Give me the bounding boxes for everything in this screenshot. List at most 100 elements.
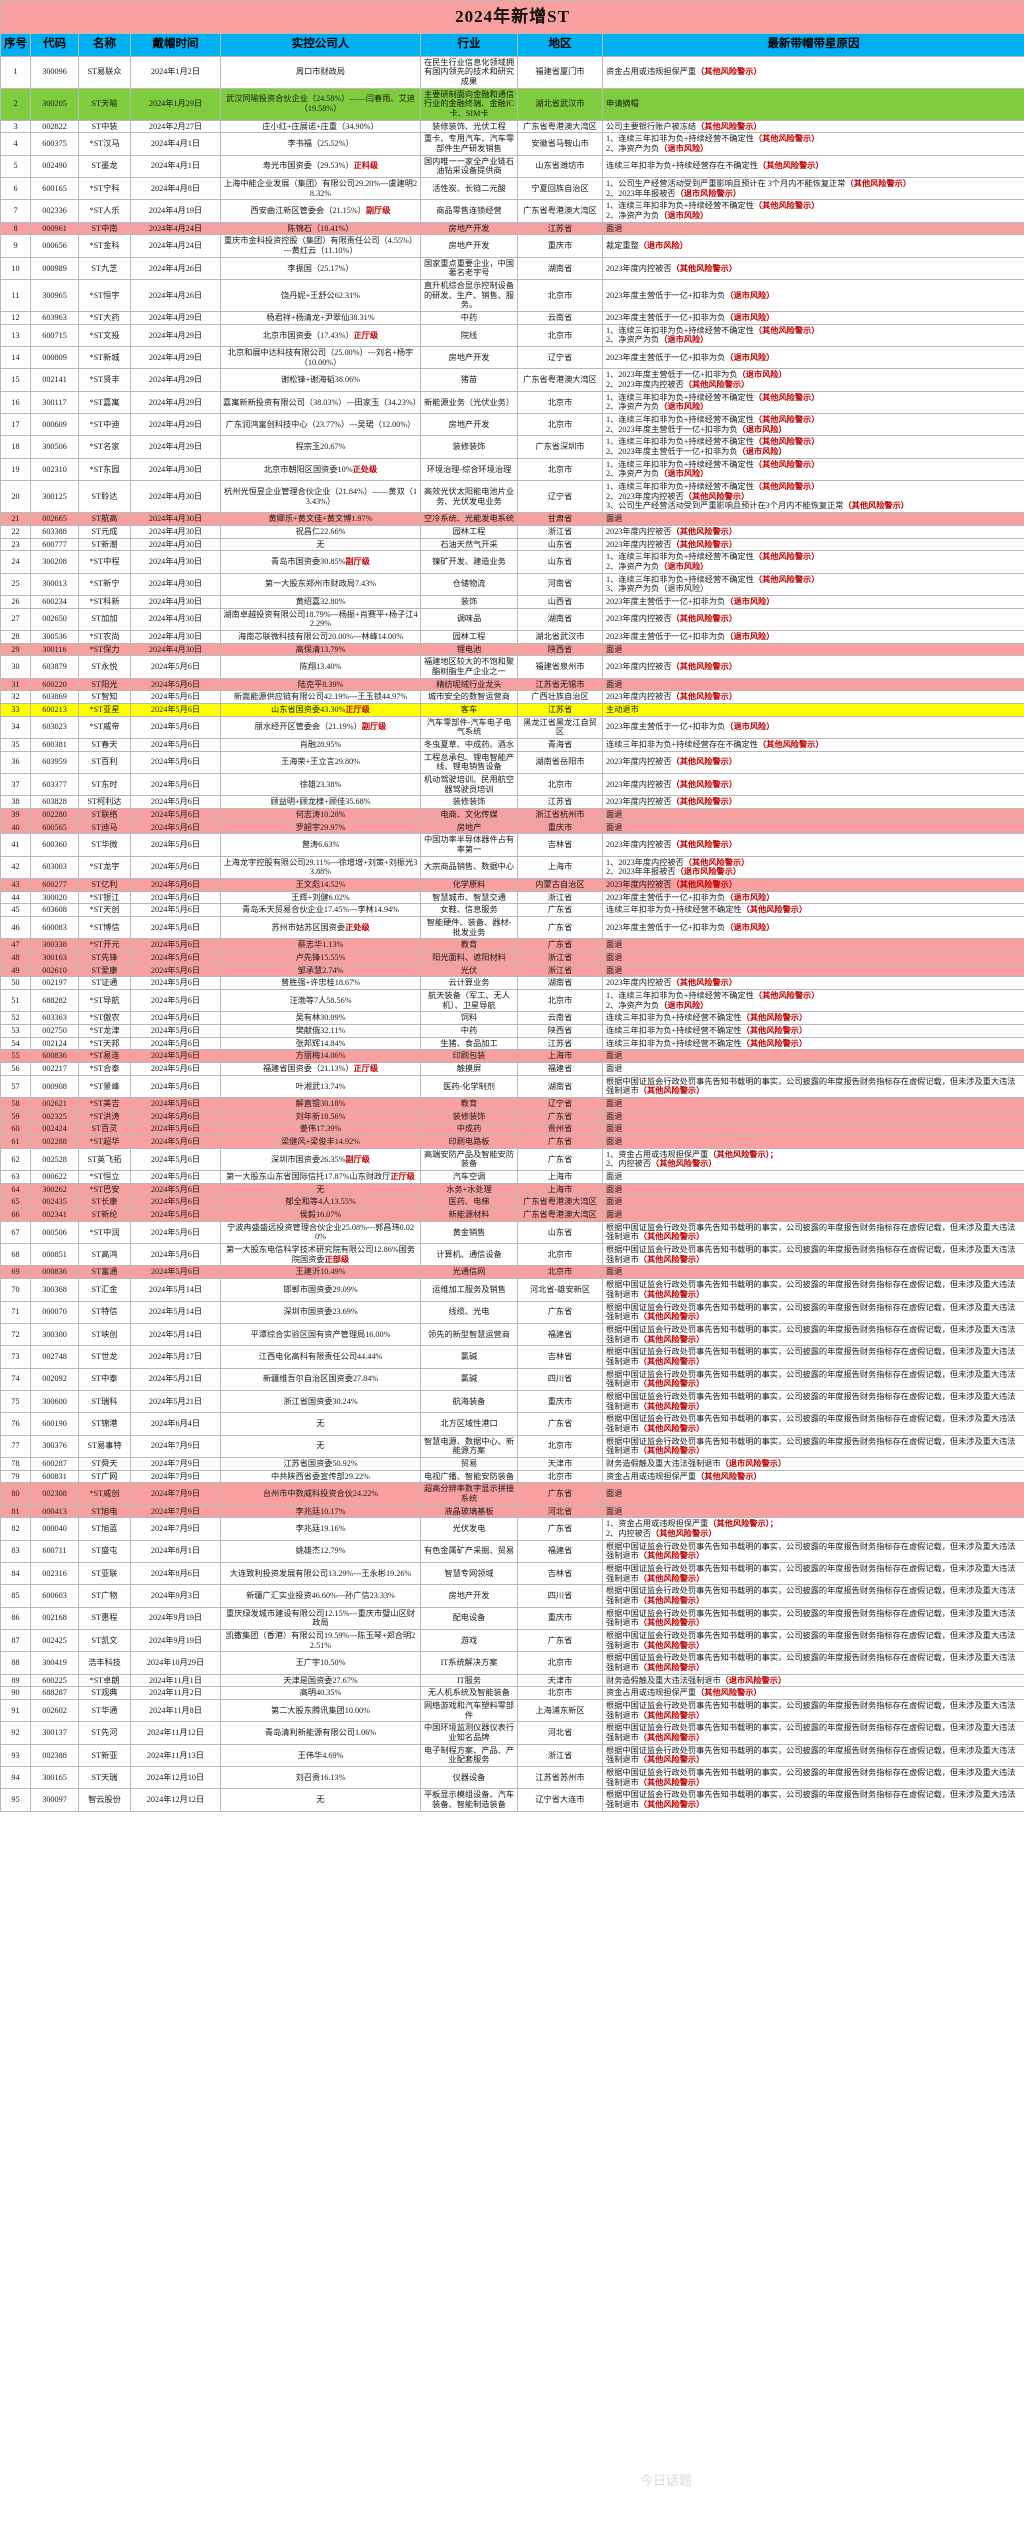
cell-date: 2024年9月19日 bbox=[130, 1628, 221, 1653]
cell-industry: 大宗商品销售、数据中心 bbox=[420, 855, 518, 879]
cell-no: 49 bbox=[0, 963, 31, 978]
cell-controller: 北京市朝阳区国资委10%正处级 bbox=[220, 457, 421, 482]
cell-controller: 曾涛6.63% bbox=[220, 833, 421, 857]
cell-date: 2024年9月3日 bbox=[130, 1584, 221, 1608]
cell-code: 002341 bbox=[30, 1208, 79, 1222]
cell-industry: 房地产开发 bbox=[420, 221, 518, 236]
table-row: 37 603377 ST东时 2024年5月6日 徐雄23.38% 机动驾驶培训、民用航空… bbox=[0, 772, 1024, 797]
cell-controller: 江西电化高科有限责任公司44.44% bbox=[220, 1345, 421, 1369]
cell-region: 湖南省 bbox=[517, 976, 603, 991]
table-row: 44 300020 *ST银江 2024年5月6日 王辉+刘健6.02% 智慧城市、智慧交… bbox=[0, 890, 1024, 905]
cell-no: 75 bbox=[0, 1389, 31, 1414]
cell-industry: 氯碱 bbox=[420, 1345, 518, 1369]
col-header-controller: 实控公司人 bbox=[220, 33, 421, 57]
cell-name: ST迪马 bbox=[78, 820, 131, 835]
cell-region: 福建省 bbox=[517, 1062, 603, 1076]
cell-industry: 航海装备 bbox=[420, 1389, 518, 1414]
cell-date: 2024年4月30日 bbox=[130, 537, 221, 552]
cell-date: 2024年11月1日 bbox=[130, 1673, 221, 1688]
cell-no: 82 bbox=[0, 1517, 31, 1541]
cell-date: 2024年12月10日 bbox=[130, 1766, 221, 1790]
cell-date: 2024年5月6日 bbox=[130, 976, 221, 991]
cell-controller: 新疆广汇实业投资46.60%---孙广信23.33% bbox=[220, 1584, 421, 1608]
cell-region: 福建省厦门市 bbox=[517, 55, 603, 89]
table-row: 20 300125 ST聆达 2024年4月30日 杭州光恒昱企业管理合伙企业（21.8… bbox=[0, 480, 1024, 514]
cell-reason: 根据中国证监会行政处罚事先告知书载明的事实，公司披露的年度报告财务指标存在虚假记… bbox=[601, 1345, 1024, 1369]
cell-name: ST新纶 bbox=[78, 1208, 131, 1222]
cell-reason: 根据中国证监会行政处罚事先告知书载明的事实，公司披露的年度报告财务指标存在虚假记… bbox=[601, 1766, 1024, 1790]
cell-date: 2024年5月6日 bbox=[130, 963, 221, 978]
cell-name: ST新潮 bbox=[78, 537, 131, 552]
cell-reason: 2023年度内控被否（其他风险警示） bbox=[601, 655, 1024, 679]
cell-date: 2024年5月6日 bbox=[130, 702, 221, 717]
cell-name: *ST人乐 bbox=[78, 199, 131, 223]
cell-industry: 国内唯一一家全产业链石油钻采设备提供商 bbox=[420, 154, 518, 179]
cell-region: 广东省 bbox=[517, 1147, 603, 1172]
cell-region: 广东省粤港澳大湾区 bbox=[517, 199, 603, 223]
cell-code: 000656 bbox=[30, 234, 79, 258]
cell-reason: 裁定重整（退市风险） bbox=[601, 234, 1024, 258]
cell-industry: 直升机综合显示控制设备的研发、生产、销售、服务。 bbox=[420, 279, 518, 313]
table-row: 95 300097 智云股份 2024年12月12日无平板显示模组设备、汽车装备、智能… bbox=[0, 1788, 1024, 1812]
cell-no: 57 bbox=[0, 1074, 31, 1099]
cell-no: 23 bbox=[0, 537, 31, 552]
cell-reason: 连续三年扣非为负+持续经营存在不确定性（其他风险警示） bbox=[601, 154, 1024, 179]
cell-reason: 面退 bbox=[601, 951, 1024, 965]
cell-industry: 房地产开发 bbox=[420, 346, 518, 370]
cell-industry: 智慧专网领域 bbox=[420, 1561, 518, 1586]
cell-date: 2024年4月29日 bbox=[130, 311, 221, 325]
cell-code: 603377 bbox=[30, 772, 79, 797]
cell-controller: 第一大股东山东省国际信托17.87%山东财政厅正厅级 bbox=[220, 1170, 421, 1184]
cell-date: 2024年5月6日 bbox=[130, 1265, 221, 1280]
cell-region: 山东省 bbox=[517, 1220, 603, 1245]
cell-date: 2024年5月21日 bbox=[130, 1389, 221, 1414]
table-row: 51 688282 *ST导航 2024年5月6日 汪渤等7人58.56% 航天装备（军工… bbox=[0, 989, 1024, 1013]
cell-industry: 运维加工服务及销售 bbox=[420, 1278, 518, 1302]
cell-name: *ST文投 bbox=[78, 323, 131, 348]
cell-controller: 黄卿乐+黄文佳+黄文博1.97% bbox=[220, 512, 421, 526]
cell-controller: 王伟华4.69% bbox=[220, 1743, 421, 1768]
cell-industry: 冬虫夏草、中成药、酒水 bbox=[420, 737, 518, 752]
cell-controller: 大连致利投资发展有限公司13.29%---王永彬19.26% bbox=[220, 1561, 421, 1586]
cell-controller: 王建沂10.49% bbox=[220, 1265, 421, 1280]
cell-industry: 装修装饰 bbox=[420, 435, 518, 459]
cell-controller: 北京和展中达科技有限公司（25.00%）---刘名+杨宇（10.00%） bbox=[220, 346, 421, 370]
cell-no: 15 bbox=[0, 368, 31, 392]
cell-code: 300965 bbox=[30, 279, 79, 313]
cell-no: 28 bbox=[0, 629, 31, 644]
cell-name: ST新亚 bbox=[78, 1743, 131, 1768]
cell-controller: 重庆市金科投资控股（集团）有限责任公司（4.55%）---黄红云（11.10%） bbox=[220, 234, 421, 258]
cell-no: 53 bbox=[0, 1024, 31, 1038]
cell-no: 68 bbox=[0, 1243, 31, 1267]
cell-name: ST观典 bbox=[78, 1686, 131, 1701]
cell-region: 宁夏回族自治区 bbox=[517, 176, 603, 201]
cell-reason: 1、连续三年扣非为负+持续经营不确定性（其他风险警示） 2、2023年度主营低于一… bbox=[601, 413, 1024, 437]
cell-reason: 根据中国证监会行政处罚事先告知书载明的事实，公司披露的年度报告财务指标存在虚假记… bbox=[601, 1243, 1024, 1267]
cell-code: 000506 bbox=[30, 1220, 79, 1245]
cell-reason: 2023年度主营低于一亿+扣非为负（退市风险） bbox=[601, 346, 1024, 370]
table-row: 64 300262 *ST巴安 2024年5月6日无水务+水处理 上海市 面退 bbox=[0, 1182, 1024, 1197]
cell-code: 600225 bbox=[30, 1673, 79, 1688]
cell-reason: 面退 bbox=[601, 1135, 1024, 1149]
cell-code: 600715 bbox=[30, 323, 79, 348]
cell-reason: 面退 bbox=[601, 963, 1024, 978]
cell-industry: 房地产开发 bbox=[420, 234, 518, 258]
cell-date: 2024年6月4日 bbox=[130, 1412, 221, 1436]
cell-controller: 丽水经开区管委会（21.19%）副厅级 bbox=[220, 715, 421, 739]
cell-code: 600565 bbox=[30, 820, 79, 835]
table-row: 74 002092 ST中泰 2024年5月21日 新疆维吾尔自治区国资委27.84% 氯… bbox=[0, 1367, 1024, 1391]
cell-region: 北京市 bbox=[517, 1686, 603, 1701]
cell-reason: 1、连续三年扣非为负+持续经营不确定性（其他风险警示） 2、净资产为负（退市风险） bbox=[601, 132, 1024, 156]
cell-no: 3 bbox=[0, 119, 31, 134]
cell-controller: 湖南卓越投资有限公司18.79%---杨振+肖赛平+杨子江42.29% bbox=[220, 607, 421, 631]
cell-no: 25 bbox=[0, 572, 31, 596]
table-row: 26 600234 *ST科新 2024年4月30日 黄绍嘉32.80% 装饰 山西省 202… bbox=[0, 594, 1024, 609]
table-row: 84 002316 ST亚联 2024年8月6日 大连致利投资发展有限公司13.29%-… bbox=[0, 1561, 1024, 1586]
cell-date: 2024年7月9日 bbox=[130, 1517, 221, 1541]
cell-region: 重庆市 bbox=[517, 234, 603, 258]
cell-date: 2024年5月6日 bbox=[130, 1024, 221, 1038]
cell-controller: 深圳市国资委23.69% bbox=[220, 1300, 421, 1324]
table-body: 1 300096 ST易联众 2024年1月2日 周口市财政局 在民生行业信息化领域拥有国… bbox=[0, 55, 1024, 1812]
cell-no: 60 bbox=[0, 1122, 31, 1137]
